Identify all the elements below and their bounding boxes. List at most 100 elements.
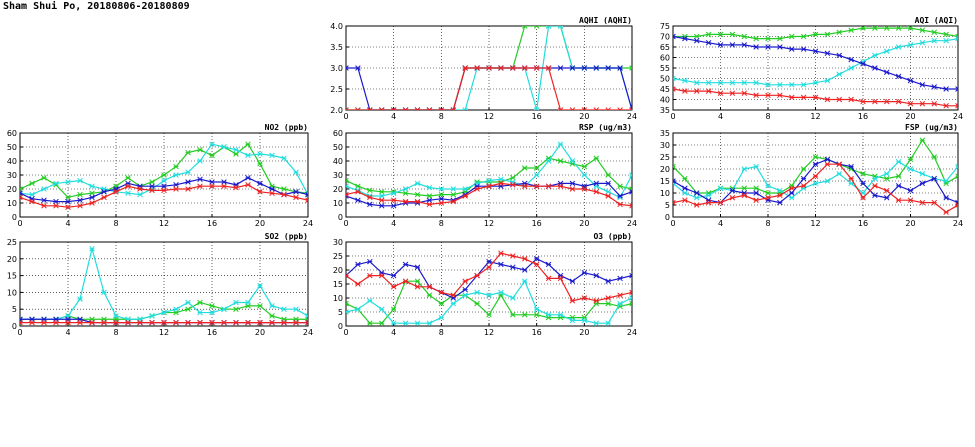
- rsp-red-data-point: [533, 183, 540, 189]
- aqhi-red-data-point: [414, 107, 421, 110]
- so2-red-data-point: [185, 319, 191, 326]
- so2-green-data-point: [197, 299, 203, 306]
- aqi-blue-data-point: [800, 46, 807, 52]
- aqi-red-data-point: [848, 96, 854, 103]
- fsp-green-data-point: [682, 175, 688, 182]
- aqhi-red-data-point: [355, 107, 361, 110]
- no2-red-data-point: [137, 186, 143, 192]
- rsp-cyan-data-point: [569, 158, 576, 164]
- fsp-green-data-point: [907, 156, 914, 163]
- o3-blue-data-point: [533, 256, 540, 262]
- aqi-ytick-label: 70: [660, 33, 670, 42]
- rsp-ytick-label: 30: [333, 171, 343, 180]
- rsp-red-data-point: [498, 180, 504, 187]
- fsp-cyan-data-point: [788, 195, 795, 201]
- fsp-xtick-label: 0: [670, 219, 675, 228]
- no2-green-data-point: [257, 161, 263, 167]
- fsp-blue-data-point: [848, 163, 854, 170]
- aqi-blue-data-point: [824, 50, 831, 57]
- no2-red-data-point: [89, 200, 95, 206]
- o3-red-data-point: [545, 275, 552, 282]
- no2-cyan-data-point: [257, 151, 263, 157]
- aqi-blue-data-point: [895, 73, 902, 80]
- aqi-chart-title: AQI (AQI): [915, 16, 958, 25]
- o3-green-data-point: [367, 320, 373, 326]
- aqhi-red-data-point: [426, 107, 433, 110]
- no2-blue-data-point: [209, 179, 215, 185]
- fsp-cyan-data-point: [907, 166, 914, 172]
- o3-cyan-data-point: [462, 292, 468, 298]
- so2-cyan-data-point: [257, 282, 263, 289]
- rsp-chart-title: RSP (ug/m3): [579, 123, 632, 132]
- so2-green-data-point: [209, 303, 215, 309]
- fsp-xtick-label: 16: [858, 219, 868, 228]
- rsp-red-data-point: [593, 189, 600, 195]
- rsp-green-data-point: [533, 165, 540, 171]
- aqhi-red-data-point: [557, 107, 564, 110]
- o3-ytick-label: 5: [338, 308, 343, 317]
- so2-red-data-point: [221, 319, 227, 326]
- aqhi-cyan-data-point: [462, 107, 468, 110]
- so2-red-data-point: [113, 319, 119, 326]
- aqhi-red-data-point: [629, 107, 632, 110]
- aqi-blue-data-point: [919, 82, 926, 88]
- so2-red-data-point: [29, 319, 35, 326]
- fsp-cyan-data-point: [682, 190, 688, 196]
- so2-cyan-data-point: [113, 313, 119, 319]
- rsp-red-data-point: [486, 183, 492, 189]
- aqhi-red-data-point: [617, 107, 623, 110]
- no2-green-data-point: [149, 179, 155, 185]
- aqi-green-data-point: [943, 31, 949, 38]
- fsp-ytick-label: 10: [660, 189, 670, 198]
- fsp-blue-data-point: [955, 199, 958, 206]
- no2-cyan-data-point: [185, 169, 191, 175]
- no2-green-data-point: [125, 175, 131, 181]
- aqi-red-data-point: [812, 94, 819, 101]
- rsp-red-data-point: [426, 201, 433, 208]
- no2-red-data-point: [293, 194, 299, 201]
- aqi-ytick-label: 75: [660, 22, 670, 31]
- o3-series-group: [346, 250, 632, 326]
- aqi-red-data-point: [872, 98, 878, 105]
- fsp-xtick-label: 8: [765, 219, 770, 228]
- aqhi-blue-data-point: [617, 65, 623, 71]
- no2-red-data-point: [161, 187, 167, 194]
- no2-red-data-point: [77, 203, 83, 209]
- rsp-green-data-point: [510, 175, 516, 181]
- rsp-blue-data-point: [605, 180, 611, 187]
- fsp-cyan-data-point: [693, 195, 700, 201]
- o3-blue-data-point: [486, 258, 492, 265]
- fsp-blue-data-point: [777, 199, 783, 206]
- rsp-cyan-data-point: [605, 189, 611, 195]
- aqhi-blue-data-point: [569, 65, 576, 71]
- o3-cyan-data-point: [629, 295, 632, 301]
- fsp-cyan-data-point: [705, 192, 712, 199]
- so2-ytick-label: 5: [12, 305, 17, 314]
- aqi-ytick-label: 65: [660, 43, 670, 52]
- so2-red-data-point: [101, 319, 107, 326]
- rsp-red-data-point: [521, 183, 528, 189]
- aqi-blue-data-point: [753, 44, 759, 50]
- o3-green-data-point: [605, 300, 611, 307]
- no2-green-data-point: [209, 152, 215, 159]
- aqi-green-data-point: [895, 26, 902, 31]
- no2-green-data-point: [65, 194, 71, 201]
- aqi-blue-data-point: [883, 69, 890, 75]
- o3-cyan-data-point: [367, 298, 373, 304]
- no2-green-data-point: [245, 141, 251, 147]
- rsp-green-data-point: [355, 183, 361, 189]
- so2-red-data-point: [197, 319, 203, 326]
- o3-cyan-data-point: [557, 312, 564, 318]
- rsp-green-data-point: [617, 183, 623, 189]
- fsp-ytick-label: 20: [660, 165, 670, 174]
- fsp-red-data-point: [682, 197, 688, 203]
- aqi-green-data-point: [812, 31, 819, 38]
- aqi-blue-data-point: [955, 86, 958, 92]
- aqi-ytick-label: 60: [660, 54, 670, 63]
- so2-cyan-data-point: [305, 313, 308, 319]
- aqhi-series-group: [346, 26, 632, 110]
- o3-green-data-point: [533, 312, 540, 318]
- aqi-ytick-label: 35: [660, 106, 670, 115]
